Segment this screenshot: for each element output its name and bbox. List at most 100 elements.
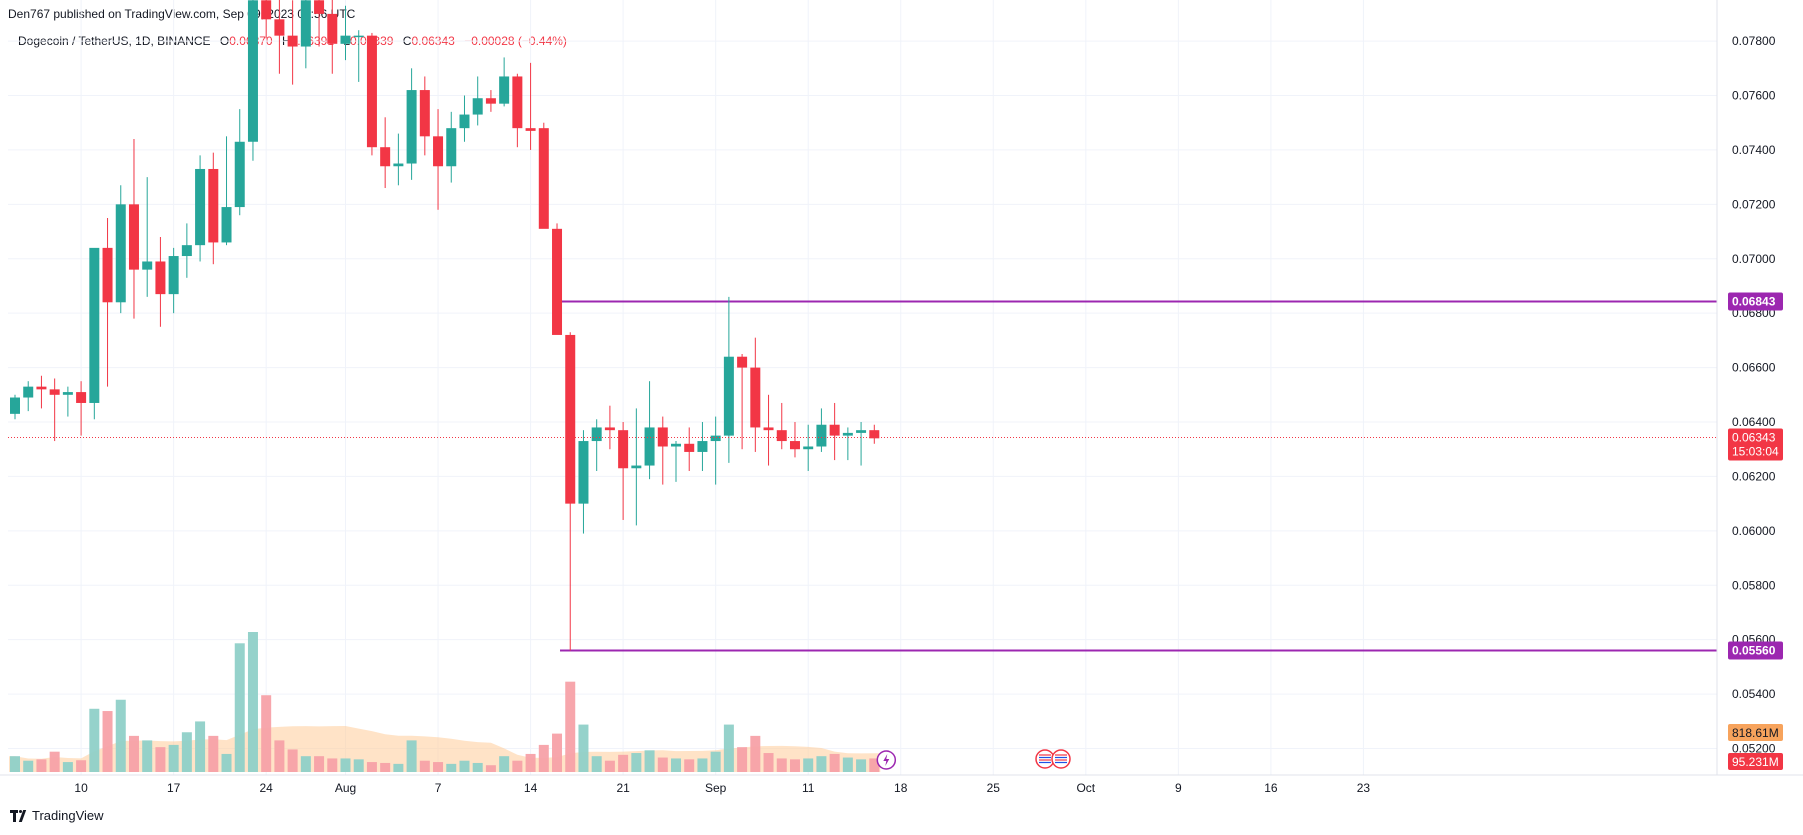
tradingview-logo-icon — [10, 809, 28, 822]
candle-body — [261, 0, 272, 20]
candle-body — [710, 435, 721, 442]
candle-body — [869, 430, 880, 439]
candle — [829, 402, 840, 461]
last-price-pill — [1728, 428, 1783, 461]
candle-body — [115, 204, 126, 303]
us-flag-icon — [1051, 749, 1071, 769]
volume-bar — [23, 760, 34, 772]
volume-bar — [644, 750, 655, 772]
candle — [128, 139, 139, 319]
volume-bar — [591, 756, 602, 772]
candle — [512, 73, 523, 148]
candle — [723, 296, 734, 463]
candle — [366, 32, 377, 156]
price-tick-label: 0.07800 — [1732, 34, 1776, 48]
candle — [565, 332, 576, 651]
candle-body — [168, 256, 179, 295]
candle — [856, 422, 867, 466]
volume-bar — [89, 708, 100, 772]
candle — [737, 353, 748, 450]
time-tick-label: 10 — [74, 781, 88, 795]
candle — [36, 375, 47, 409]
time-tick-label: 7 — [435, 781, 442, 795]
candle — [803, 424, 814, 471]
time-tick-label: 23 — [1357, 781, 1371, 795]
volume-bar — [247, 632, 258, 772]
price-tick-label: 0.07400 — [1732, 143, 1776, 157]
volume-bar — [459, 760, 470, 772]
price-tick-label: 0.06400 — [1732, 415, 1776, 429]
candle — [102, 217, 113, 387]
time-tick-label: 14 — [524, 781, 538, 795]
candle-body — [604, 427, 615, 431]
volume-bar — [155, 747, 166, 772]
candle-body — [737, 356, 748, 368]
candle-body — [155, 261, 166, 295]
volume-bar — [776, 758, 787, 772]
candle-body — [195, 168, 206, 246]
candle-body — [459, 114, 470, 129]
candle-body — [856, 430, 867, 433]
candle — [816, 408, 827, 452]
volume-bar — [485, 765, 496, 772]
volume-bar — [803, 758, 814, 772]
candle-body — [287, 35, 298, 47]
candle-body — [314, 0, 325, 14]
volume-tag: 95.231M — [1728, 753, 1783, 770]
candle — [776, 402, 787, 450]
volume-bar — [287, 749, 298, 772]
volume-bar — [472, 762, 483, 772]
level-price-tag: 0.05560 — [1728, 641, 1783, 660]
candle-body — [36, 386, 47, 390]
volume-bar — [10, 756, 20, 772]
candle-body — [816, 424, 827, 447]
candle-body — [776, 430, 787, 442]
time-tick-label: Aug — [335, 781, 356, 795]
candle — [274, 0, 285, 74]
candle — [591, 419, 602, 471]
volume-bar — [340, 758, 351, 772]
candle-body — [485, 98, 496, 104]
volume-bar — [499, 756, 510, 772]
candle — [657, 416, 668, 485]
candle — [578, 430, 589, 534]
tradingview-brand[interactable]: TradingView — [32, 808, 104, 823]
candle-body — [393, 163, 404, 167]
volume-bar — [763, 753, 774, 772]
candle — [684, 427, 695, 471]
candle-body — [842, 432, 853, 436]
candle — [195, 155, 206, 262]
candle-body — [10, 397, 20, 414]
candle — [604, 405, 615, 450]
candle-body — [803, 446, 814, 450]
candle — [261, 0, 272, 39]
candle-body — [631, 465, 642, 469]
volume-bar — [208, 735, 219, 772]
volume-bar — [737, 747, 748, 772]
time-tick-label: 18 — [894, 781, 908, 795]
horizontal-levels — [560, 300, 1717, 652]
candle-body — [591, 427, 602, 442]
candle-body — [406, 90, 417, 164]
price-tick-label: 0.05800 — [1732, 578, 1776, 592]
volume-bar — [380, 762, 391, 772]
candle — [353, 30, 364, 82]
time-tick-label: 25 — [987, 781, 1001, 795]
candle-body — [142, 261, 153, 270]
countdown-text: 15:03:04 — [1732, 445, 1779, 459]
time-tick-label: 9 — [1175, 781, 1182, 795]
candle — [842, 427, 853, 461]
candle-body — [552, 228, 563, 335]
candle-body — [208, 168, 219, 243]
candle-body — [419, 90, 430, 137]
level-pill — [1728, 292, 1783, 311]
price-tick-label: 0.06200 — [1732, 469, 1776, 483]
volume-ma-text: 818.61M — [1732, 726, 1779, 740]
candle-body — [538, 128, 549, 229]
candle — [552, 223, 563, 335]
volume-bar — [366, 762, 377, 772]
volume-bar — [300, 756, 311, 772]
candle-body — [23, 386, 34, 398]
price-tick-label: 0.06000 — [1732, 524, 1776, 538]
